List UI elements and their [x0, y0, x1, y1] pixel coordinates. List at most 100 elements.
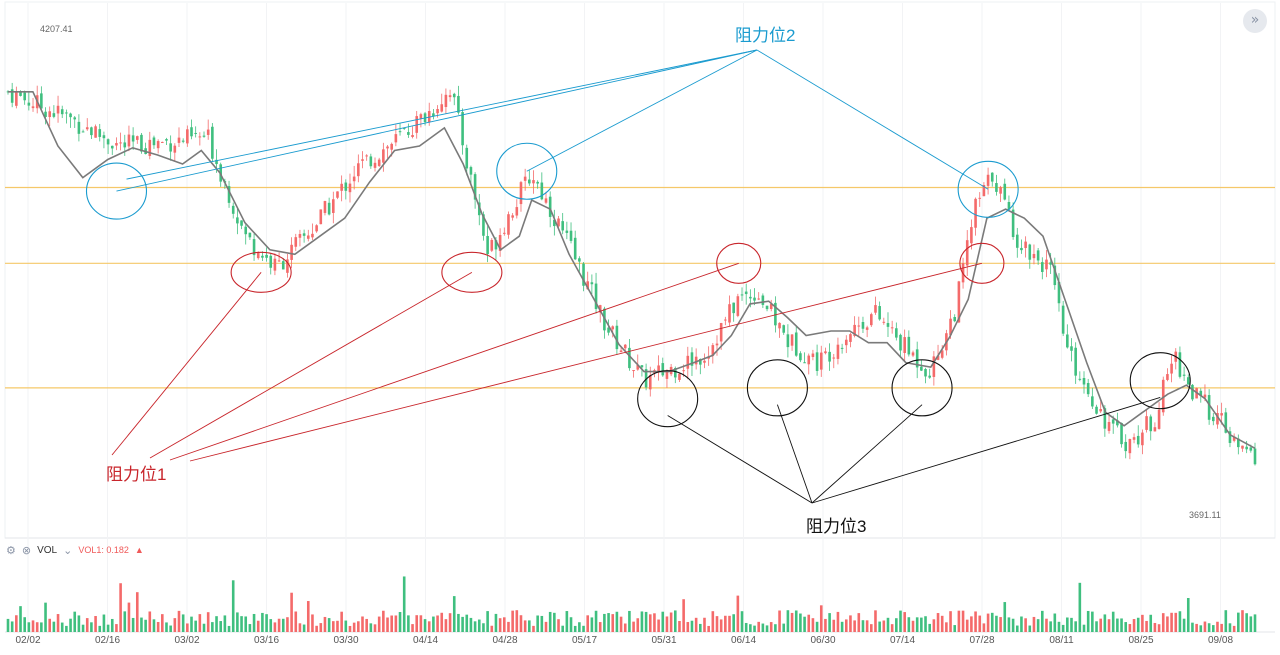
candle-body: [48, 111, 52, 118]
volume-bar: [1203, 621, 1207, 632]
candle-body: [640, 365, 644, 368]
candle-body: [548, 196, 552, 217]
volume-bar: [486, 611, 489, 632]
candle-body: [1166, 374, 1169, 380]
volume-bar: [757, 621, 761, 632]
resistance-circle-r2: [496, 142, 558, 200]
volume-bar: [281, 618, 285, 632]
candle-body: [1228, 431, 1232, 443]
candle-body: [982, 184, 986, 197]
candle-body: [73, 117, 77, 120]
volume-bar: [573, 625, 577, 632]
candle-body: [365, 155, 368, 157]
volume-bar: [978, 615, 982, 632]
candle-body: [440, 104, 444, 112]
volume-bar: [661, 611, 665, 632]
candle-body: [248, 232, 252, 238]
candle-body: [1161, 379, 1165, 413]
volume-bar: [990, 612, 994, 632]
volume-bar: [465, 614, 469, 632]
candle-body: [315, 225, 318, 232]
volume-bar: [227, 625, 231, 632]
volume-bar: [177, 610, 181, 632]
candle-body: [390, 143, 393, 150]
candle-body: [957, 281, 961, 323]
resistance-connector-r3: [776, 404, 813, 504]
resistance-circle-r3: [1129, 352, 1191, 410]
candle-body: [1032, 253, 1036, 259]
volume-bar: [815, 621, 819, 632]
candle-body: [290, 244, 293, 260]
volume-bar: [81, 624, 85, 632]
candle-body: [936, 355, 940, 360]
close-icon[interactable]: ⊗: [21, 543, 32, 557]
resistance-connector-r1: [111, 272, 262, 456]
resistance-connector-r2: [756, 49, 989, 190]
resistance-label-2: 阻力位2: [735, 26, 796, 45]
volume-indicator: VOL1: 0.182: [78, 545, 129, 555]
candle-body: [686, 355, 690, 369]
candle-body: [131, 135, 135, 142]
candle-body: [636, 364, 640, 370]
candle-body: [394, 134, 398, 143]
volume-bar: [970, 616, 973, 632]
volume-bar: [611, 614, 615, 632]
volume-bar: [965, 619, 969, 632]
candle-body: [665, 371, 669, 379]
volume-bar: [1166, 616, 1169, 632]
volume-bar: [890, 624, 894, 632]
volume-bar: [1066, 617, 1069, 632]
candle-body: [1186, 377, 1190, 385]
candle-body: [1049, 262, 1052, 265]
volume-bar: [23, 617, 26, 632]
candle-body: [369, 156, 373, 167]
volume-bar: [861, 620, 865, 632]
candle-body: [1082, 378, 1086, 385]
candle-body: [657, 365, 660, 373]
candle-body: [198, 136, 202, 138]
candle-body: [490, 239, 494, 251]
candle-body: [507, 214, 510, 235]
x-tick-label: 06/30: [810, 635, 835, 646]
volume-bar: [686, 622, 690, 632]
volume-bar: [528, 620, 531, 632]
candle-body: [444, 94, 448, 108]
resistance-connector-r1: [189, 262, 983, 462]
candle-body: [899, 334, 902, 351]
volume-bar: [732, 614, 735, 632]
x-tick-label: 03/30: [333, 635, 358, 646]
candle-body: [148, 139, 152, 156]
volume-bar: [90, 622, 93, 632]
candle-body: [1132, 437, 1136, 440]
candle-body: [77, 121, 81, 134]
gear-icon[interactable]: ⚙: [6, 543, 16, 557]
resistance-connector-r3: [811, 397, 1161, 504]
candle-body: [1036, 250, 1040, 261]
candle-body: [102, 135, 106, 139]
volume-bar: [211, 622, 214, 632]
volume-bar: [715, 616, 719, 632]
volume-bar: [1141, 614, 1144, 632]
volume-bar: [911, 620, 915, 632]
volume-bar: [398, 612, 402, 632]
candle-body: [286, 259, 289, 273]
volume-bar: [148, 611, 152, 632]
high-price-label: 4207.41: [40, 24, 73, 34]
candle-body: [432, 113, 435, 117]
expand-icon[interactable]: »: [1243, 9, 1267, 33]
chevron-down-icon[interactable]: ⌄: [63, 543, 73, 557]
candle-body: [85, 127, 89, 130]
candle-body: [186, 129, 189, 144]
volume-bar: [1132, 619, 1136, 632]
candle-body: [857, 325, 861, 327]
volume-bar: [261, 612, 264, 632]
candle-body: [1028, 244, 1032, 260]
volume-bar: [1103, 614, 1107, 632]
volume-bar: [565, 611, 569, 632]
candle-body: [619, 350, 623, 353]
candle-body: [1086, 383, 1090, 395]
volume-bar: [265, 614, 268, 632]
candle-body: [1149, 416, 1153, 432]
